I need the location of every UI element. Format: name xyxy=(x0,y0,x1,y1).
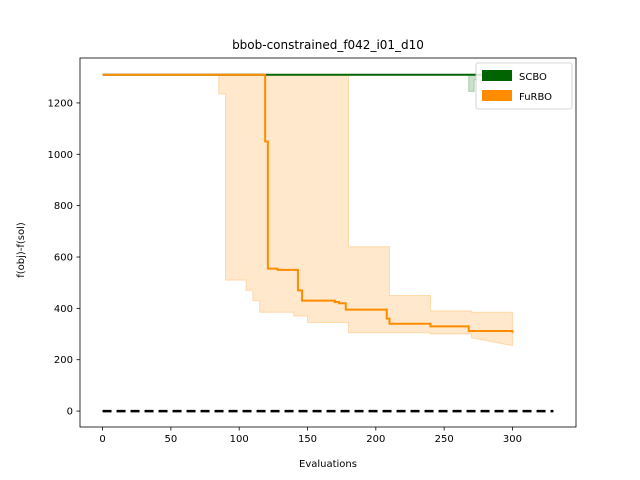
x-tick-label: 150 xyxy=(298,434,317,445)
x-tick-label: 250 xyxy=(435,434,454,445)
x-tick-label: 200 xyxy=(366,434,385,445)
chart-title: bbob-constrained_f042_i01_d10 xyxy=(232,38,424,52)
y-tick-label: 0 xyxy=(67,407,73,418)
legend-label-furbo: FuRBO xyxy=(519,92,552,103)
y-tick-label: 200 xyxy=(54,355,73,366)
legend-label-scbo: SCBO xyxy=(519,72,547,83)
y-tick-label: 1200 xyxy=(48,98,73,109)
y-tick-label: 800 xyxy=(54,201,73,212)
legend-swatch-scbo xyxy=(482,70,512,81)
x-axis-label: Evaluations xyxy=(299,459,357,470)
plot-area xyxy=(102,73,554,413)
legend-swatch-furbo xyxy=(482,90,512,101)
y-tick-label: 600 xyxy=(54,253,73,264)
x-tick-label: 0 xyxy=(99,434,105,445)
y-tick-label: 400 xyxy=(54,304,73,315)
axes-frame xyxy=(79,57,577,428)
x-tick-label: 50 xyxy=(164,434,177,445)
y-axis-label: f(obj)-f(sol) xyxy=(16,222,27,278)
y-tick-label: 1000 xyxy=(48,150,73,161)
legend: SCBO FuRBO xyxy=(475,62,573,110)
x-tick-label: 300 xyxy=(503,434,522,445)
x-tick-label: 100 xyxy=(230,434,249,445)
line-furbo xyxy=(102,73,514,333)
axes: 0 50 100 150 200 250 300 0 200 400 600 800 1000 1200 xyxy=(48,57,577,445)
